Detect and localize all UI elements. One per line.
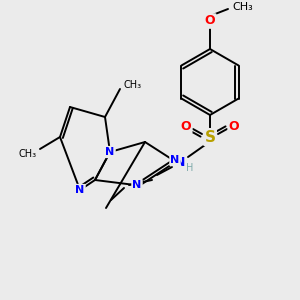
Text: CH₃: CH₃ <box>19 149 37 159</box>
Text: N: N <box>132 180 142 190</box>
Text: N: N <box>170 155 180 165</box>
Text: N: N <box>175 155 185 169</box>
Text: S: S <box>205 130 215 145</box>
Text: N: N <box>105 147 115 157</box>
Text: O: O <box>181 119 191 133</box>
Text: CH₃: CH₃ <box>123 80 141 90</box>
Text: H: H <box>186 163 194 173</box>
Text: N: N <box>75 185 85 195</box>
Text: O: O <box>205 14 215 28</box>
Text: O: O <box>229 119 239 133</box>
Text: CH₃: CH₃ <box>232 2 253 12</box>
